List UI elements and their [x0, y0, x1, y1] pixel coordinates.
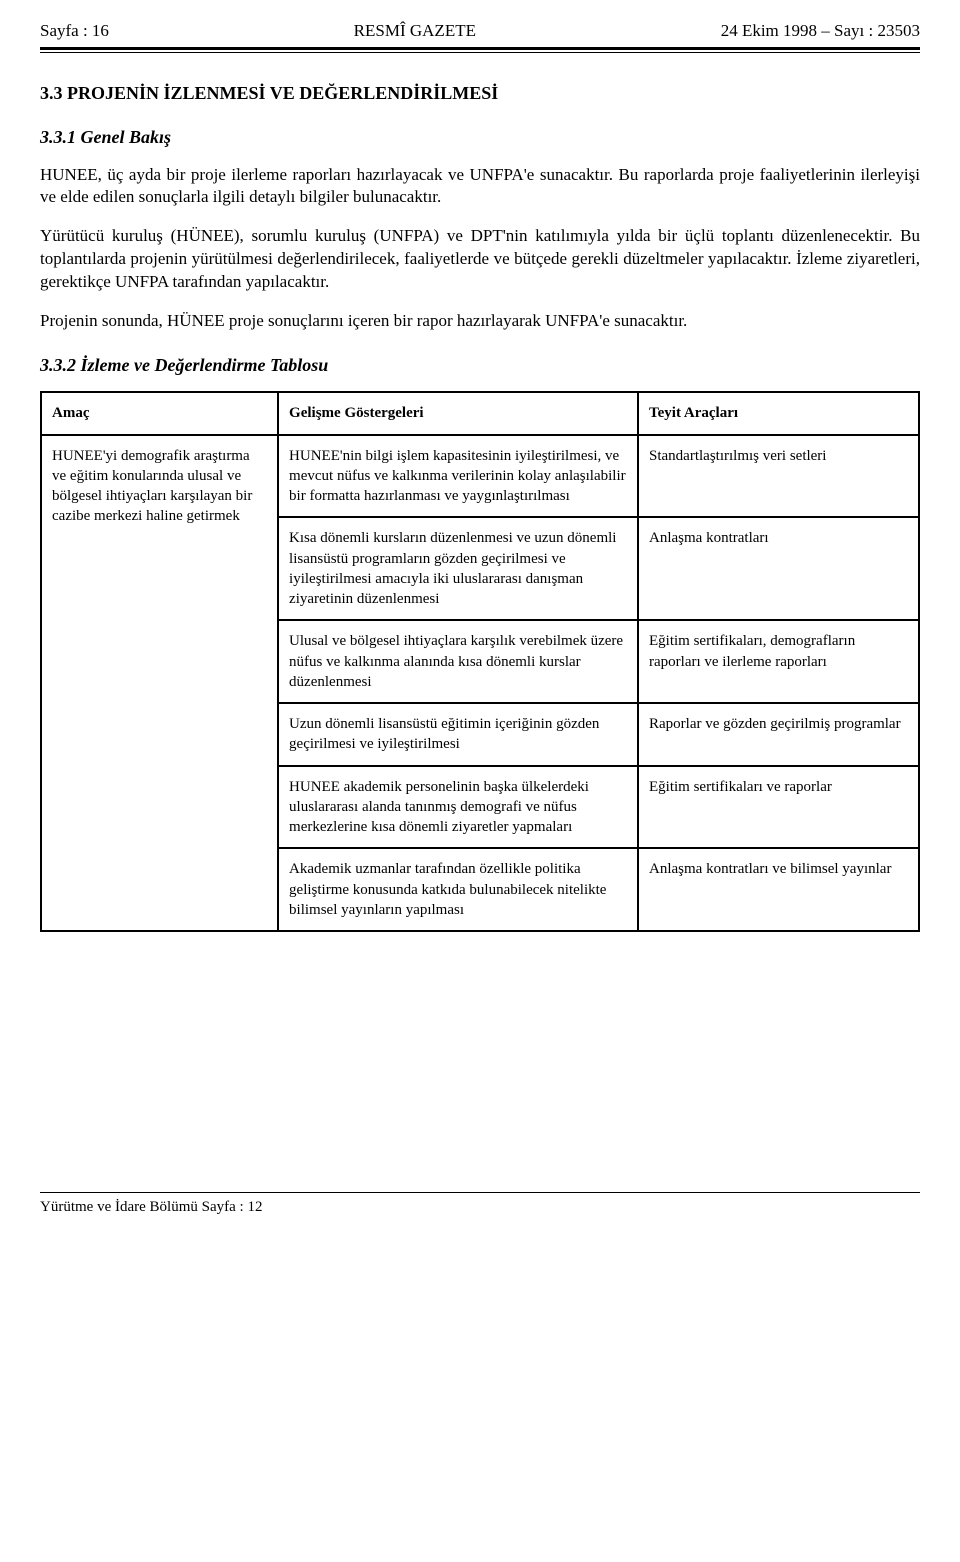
cell-gosterge: Kısa dönemli kursların düzenlenmesi ve u…	[278, 517, 638, 620]
header-left: Sayfa : 16	[40, 20, 109, 43]
section-3-3-1-heading: 3.3.1 Genel Bakış	[40, 125, 920, 149]
cell-teyit: Eğitim sertifikaları ve raporlar	[638, 766, 919, 849]
cell-amac: HUNEE'yi demografik araştırma ve eğitim …	[41, 435, 278, 932]
header-center: RESMÎ GAZETE	[354, 20, 476, 43]
cell-gosterge: HUNEE akademik personelinin başka ülkele…	[278, 766, 638, 849]
section-3-3-2-heading: 3.3.2 İzleme ve Değerlendirme Tablosu	[40, 353, 920, 377]
footer-text: Yürütme ve İdare Bölümü Sayfa : 12	[40, 1199, 262, 1215]
section-3-3-heading: 3.3 PROJENİN İZLENMESİ VE DEĞERLENDİRİLM…	[40, 81, 920, 105]
cell-teyit: Anlaşma kontratları	[638, 517, 919, 620]
cell-gosterge: Ulusal ve bölgesel ihtiyaçlara karşılık …	[278, 620, 638, 703]
header-right: 24 Ekim 1998 – Sayı : 23503	[721, 20, 920, 43]
cell-teyit: Eğitim sertifikaları, demografların rapo…	[638, 620, 919, 703]
cell-gosterge: Uzun dönemli lisansüstü eğitimin içeriği…	[278, 703, 638, 766]
table-header-row: Amaç Gelişme Göstergeleri Teyit Araçları	[41, 392, 919, 434]
table-body: HUNEE'yi demografik araştırma ve eğitim …	[41, 435, 919, 932]
cell-gosterge: Akademik uzmanlar tarafından özellikle p…	[278, 848, 638, 931]
paragraph: Yürütücü kuruluş (HÜNEE), sorumlu kurulu…	[40, 225, 920, 294]
page-footer: Yürütme ve İdare Bölümü Sayfa : 12	[40, 1192, 920, 1217]
cell-gosterge: HUNEE'nin bilgi işlem kapasitesinin iyil…	[278, 435, 638, 518]
cell-teyit: Standartlaştırılmış veri setleri	[638, 435, 919, 518]
table-row: HUNEE'yi demografik araştırma ve eğitim …	[41, 435, 919, 518]
header-rule	[40, 47, 920, 53]
col-header-amac: Amaç	[41, 392, 278, 434]
cell-teyit: Raporlar ve gözden geçirilmiş programlar	[638, 703, 919, 766]
col-header-gosterge: Gelişme Göstergeleri	[278, 392, 638, 434]
cell-teyit: Anlaşma kontratları ve bilimsel yayınlar	[638, 848, 919, 931]
paragraph: HUNEE, üç ayda bir proje ilerleme raporl…	[40, 164, 920, 210]
page-header: Sayfa : 16 RESMÎ GAZETE 24 Ekim 1998 – S…	[40, 20, 920, 47]
evaluation-table: Amaç Gelişme Göstergeleri Teyit Araçları…	[40, 391, 920, 932]
paragraph: Projenin sonunda, HÜNEE proje sonuçların…	[40, 310, 920, 333]
col-header-teyit: Teyit Araçları	[638, 392, 919, 434]
